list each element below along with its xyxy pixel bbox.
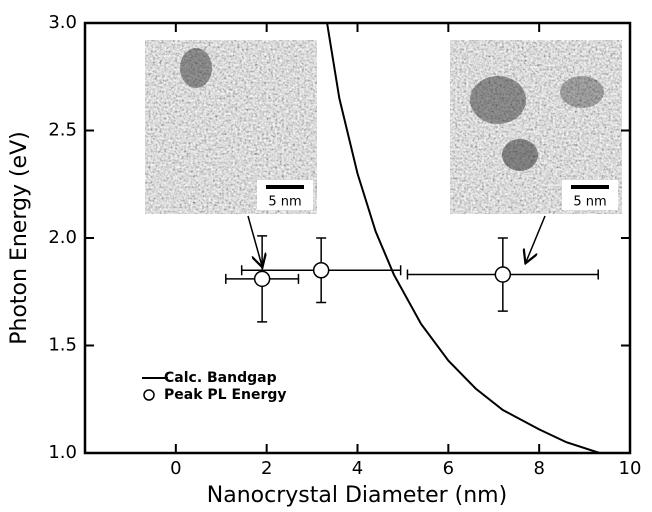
arrow (247, 215, 262, 266)
x-tick-label: 2 (261, 458, 272, 479)
inset-image (145, 40, 317, 214)
scale-label: 5 nm (573, 195, 606, 210)
x-tick-label: 6 (443, 458, 454, 479)
point (312, 262, 330, 279)
y-tick-label: 2.0 (48, 227, 77, 248)
x-tick-label: 10 (619, 458, 642, 479)
y-axis-label: Photon Energy (eV) (7, 131, 32, 344)
y-tick-label: 2.5 (48, 120, 77, 141)
legend-swatch (143, 389, 155, 401)
y-tick-label: 1.0 (48, 442, 77, 463)
inset-image (450, 40, 622, 214)
y-tick-label: 3.0 (48, 12, 77, 33)
scale-label: 5 nm (268, 195, 301, 210)
point (494, 266, 512, 283)
bandgap-line (326, 23, 600, 453)
arrow (526, 215, 546, 262)
y-tick-label: 1.5 (48, 335, 77, 356)
x-tick-label: 4 (352, 458, 363, 479)
legend-label: Peak PL Energy (164, 387, 287, 403)
x-axis-label: Nanocrystal Diameter (nm) (207, 483, 507, 508)
x-tick-label: 8 (533, 458, 544, 479)
point (253, 270, 271, 288)
x-tick-label: 0 (170, 458, 181, 479)
legend-label: Calc. Bandgap (164, 370, 277, 386)
